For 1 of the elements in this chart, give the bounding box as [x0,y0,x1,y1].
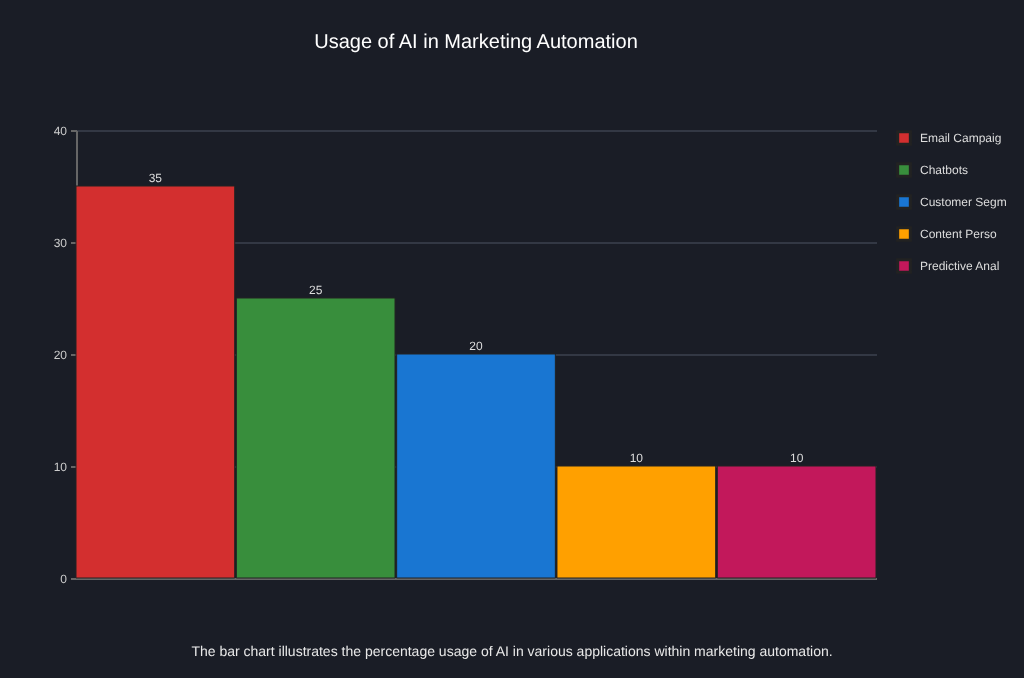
chart-title: Usage of AI in Marketing Automation [314,32,638,54]
